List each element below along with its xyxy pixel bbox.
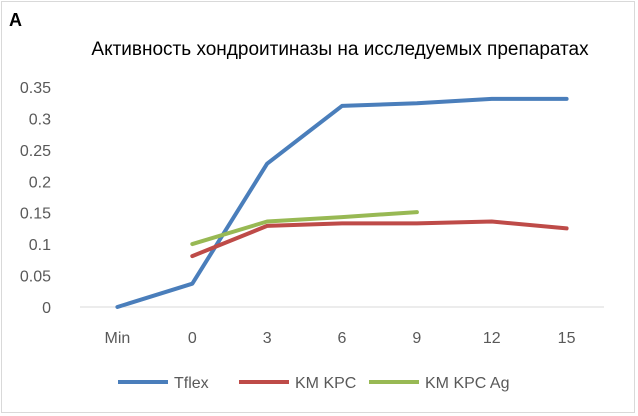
x-tick-label: 12 (483, 330, 501, 347)
series-line-2 (190, 210, 419, 247)
x-tick-label: Min (105, 330, 131, 347)
legend-label-0: Tflex (174, 375, 209, 392)
y-tick-label: 0 (42, 300, 51, 317)
y-tick-label: 0.15 (20, 206, 51, 223)
y-tick-label: 0.1 (29, 237, 51, 254)
y-tick-label: 0.25 (20, 143, 51, 160)
legend-label-2: KM KPC Ag (425, 375, 509, 392)
panel-label: A (9, 10, 22, 30)
chart-title: Активность хондроитиназы на исследуемых … (91, 39, 589, 60)
y-tick-label: 0.2 (29, 174, 51, 191)
series-lines (115, 96, 569, 309)
legend: Tflex KM KPC KM KPC Ag (118, 375, 509, 392)
series-line-0 (115, 96, 569, 309)
x-tick-label: 0 (188, 330, 197, 347)
x-tick-label: 6 (338, 330, 347, 347)
x-tick-label: 3 (263, 330, 272, 347)
x-tick-label: 9 (412, 330, 421, 347)
y-tick-label: 0.35 (20, 80, 51, 97)
series-line-1 (190, 219, 569, 259)
x-axis: Min 0 3 6 9 12 15 (105, 330, 576, 347)
legend-label-1: KM KPC (295, 375, 356, 392)
y-tick-label: 0.3 (29, 111, 51, 128)
x-tick-label: 15 (558, 330, 576, 347)
y-axis: 0 0.05 0.1 0.15 0.2 0.25 0.3 0.35 (20, 80, 51, 317)
y-tick-label: 0.05 (20, 269, 51, 286)
